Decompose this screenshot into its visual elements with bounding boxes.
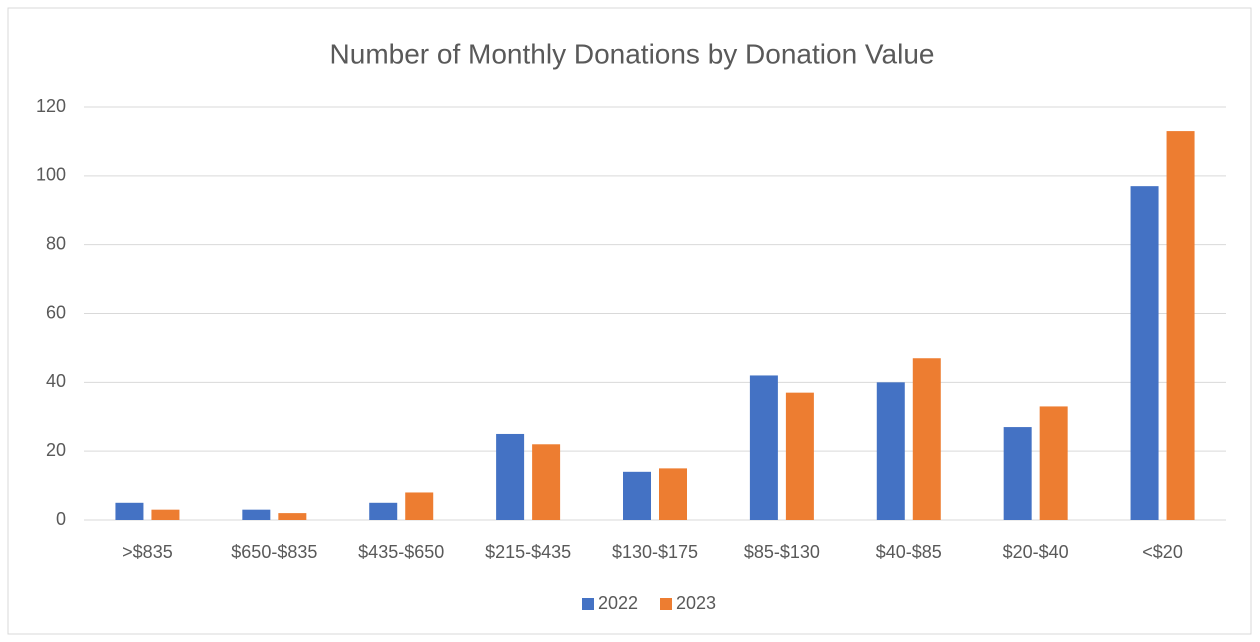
bar [1003, 427, 1032, 520]
legend-label: 2023 [676, 593, 716, 613]
bar [278, 513, 307, 520]
bar [151, 509, 180, 520]
x-tick-label: $650-$835 [231, 542, 317, 562]
bar [749, 375, 778, 520]
x-tick-label: $130-$175 [612, 542, 698, 562]
bar [242, 509, 271, 520]
y-tick-label: 0 [56, 509, 66, 529]
bar [496, 433, 525, 520]
x-tick-label: $40-$85 [876, 542, 942, 562]
y-tick-label: 40 [46, 371, 66, 391]
y-tick-label: 100 [36, 165, 66, 185]
bar [532, 444, 561, 520]
x-tick-label: <$20 [1142, 542, 1183, 562]
x-tick-label: $435-$650 [358, 542, 444, 562]
y-tick-label: 120 [36, 96, 66, 116]
y-tick-label: 80 [46, 233, 66, 253]
chart-title: Number of Monthly Donations by Donation … [330, 38, 935, 69]
bar [115, 502, 144, 520]
bar [623, 471, 651, 520]
bar [912, 358, 941, 520]
y-tick-label: 20 [46, 440, 66, 460]
x-tick-label: >$835 [122, 542, 173, 562]
bar [876, 382, 905, 520]
chart-frame [7, 7, 1252, 635]
x-tick-label: $215-$435 [485, 542, 571, 562]
legend-swatch [582, 598, 594, 610]
bar [405, 492, 434, 520]
y-tick-label: 60 [46, 302, 66, 322]
bar [785, 392, 814, 520]
bar [659, 468, 687, 520]
bar [1166, 131, 1195, 520]
x-tick-label: $20-$40 [1003, 542, 1069, 562]
bar [369, 502, 398, 520]
bar [1130, 186, 1159, 521]
legend-swatch [660, 598, 672, 610]
legend-label: 2022 [598, 593, 638, 613]
bar [1039, 406, 1068, 520]
x-tick-label: $85-$130 [744, 542, 820, 562]
